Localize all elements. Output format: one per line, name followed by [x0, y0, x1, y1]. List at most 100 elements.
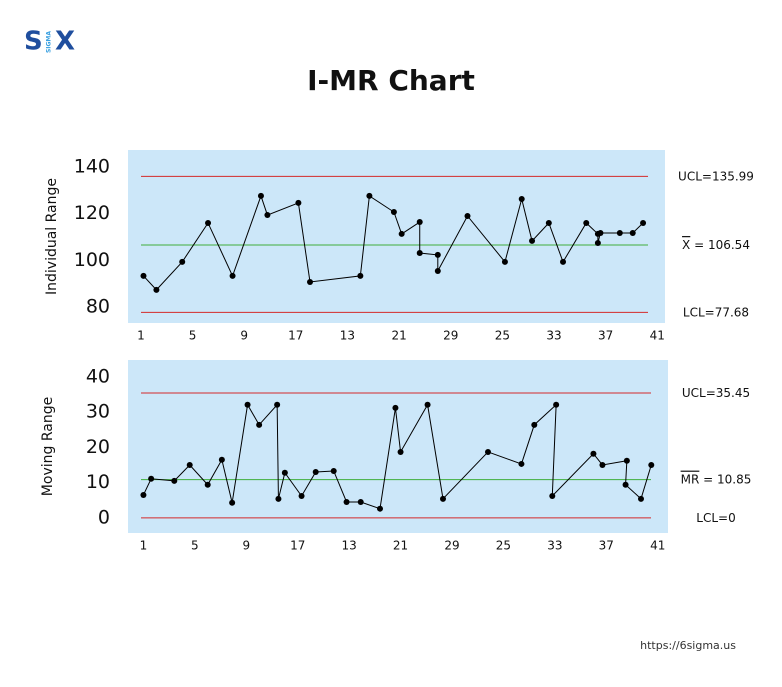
control-limit-symbol: X: [682, 238, 690, 252]
x-tick-label: 29: [444, 539, 459, 553]
control-limit-value: LCL=77.68: [683, 305, 749, 319]
logo-s: S: [24, 27, 43, 57]
data-point: [281, 469, 288, 476]
data-point: [204, 481, 211, 488]
data-point: [560, 258, 567, 265]
logo-sigma: SIGMA: [46, 31, 53, 53]
data-point: [629, 230, 636, 237]
control-limit-label: LCL=77.68: [683, 305, 749, 319]
data-point: [392, 404, 399, 411]
y-tick-label: 20: [86, 436, 110, 458]
data-point: [531, 421, 538, 428]
y-tick-label: 10: [86, 471, 110, 493]
logo-x: X: [55, 27, 75, 57]
data-point: [377, 505, 383, 512]
data-point: [398, 230, 405, 237]
data-point: [549, 493, 556, 500]
x-tick-label: 33: [546, 329, 561, 343]
data-point: [616, 230, 623, 237]
plot-area: [128, 360, 668, 533]
y-tick-label: 120: [74, 202, 110, 224]
data-point: [501, 258, 508, 265]
plot-area: [128, 150, 665, 323]
data-point: [140, 491, 147, 498]
x-tick-label: 37: [598, 329, 613, 343]
x-tick-label: 25: [496, 539, 511, 553]
data-point: [295, 199, 302, 206]
y-tick-label: 100: [74, 249, 110, 271]
x-tick-label: 5: [191, 539, 199, 553]
control-limit-value: = 10.85: [699, 472, 751, 486]
control-limit-value: UCL=135.99: [678, 169, 754, 183]
data-point: [179, 258, 186, 265]
x-tick-label: 13: [340, 329, 355, 343]
data-point: [366, 192, 373, 199]
data-point: [518, 460, 525, 467]
control-limit-label: LCL=0: [696, 510, 735, 524]
data-point: [357, 272, 364, 279]
data-point: [424, 401, 431, 408]
data-point: [186, 461, 193, 468]
data-point: [397, 448, 404, 455]
data-point: [218, 456, 225, 463]
data-point: [638, 495, 644, 502]
data-point: [140, 272, 147, 279]
data-point: [343, 498, 350, 505]
data-point: [244, 401, 251, 408]
x-tick-label: 17: [290, 539, 305, 553]
x-tick-label: 29: [443, 329, 458, 343]
data-point: [597, 230, 604, 237]
y-axis-title: Moving Range: [40, 397, 56, 496]
data-point: [485, 448, 491, 455]
data-point: [583, 219, 590, 226]
y-tick-label: 40: [86, 365, 110, 387]
data-point: [545, 219, 552, 226]
control-limit-value: UCL=35.45: [682, 385, 750, 399]
y-tick-label: 80: [86, 295, 110, 317]
x-tick-label: 41: [650, 539, 665, 553]
data-point: [434, 251, 441, 258]
data-point: [274, 401, 281, 408]
chart-title: I-MR Chart: [307, 64, 475, 97]
data-point: [440, 495, 446, 502]
data-point: [529, 237, 536, 244]
x-tick-label: 5: [189, 329, 197, 343]
data-point: [464, 212, 471, 219]
control-limit-label: UCL=135.99: [678, 169, 754, 183]
x-tick-label: 9: [242, 539, 250, 553]
data-point: [171, 477, 178, 484]
data-point: [416, 250, 423, 257]
x-tick-label: 33: [547, 539, 562, 553]
control-limit-symbol: MR: [681, 472, 700, 486]
x-tick-label: 1: [137, 329, 145, 343]
x-tick-label: 17: [288, 329, 303, 343]
x-tick-label: 41: [650, 329, 665, 343]
y-tick-label: 0: [98, 506, 110, 528]
data-point: [553, 401, 560, 408]
data-point: [148, 475, 155, 482]
control-limit-label: MR = 10.85: [681, 472, 752, 486]
data-point: [312, 469, 319, 476]
data-point: [622, 481, 629, 488]
data-point: [623, 457, 630, 464]
x-tick-label: 1: [140, 539, 148, 553]
data-point: [416, 219, 423, 226]
data-point: [640, 219, 647, 226]
x-tick-label: 25: [495, 329, 510, 343]
data-point: [229, 499, 236, 506]
y-axis-title: Individual Range: [44, 178, 60, 295]
control-limit-value: LCL=0: [696, 510, 735, 524]
data-point: [256, 421, 263, 428]
data-point: [594, 240, 601, 247]
x-tick-label: 9: [240, 329, 248, 343]
data-point: [434, 268, 441, 275]
x-tick-label: 13: [342, 539, 357, 553]
data-point: [599, 461, 606, 468]
data-point: [648, 461, 655, 468]
control-limit-label: UCL=35.45: [682, 385, 750, 399]
data-point: [229, 272, 236, 279]
y-tick-label: 30: [86, 401, 110, 423]
data-point: [330, 467, 337, 474]
